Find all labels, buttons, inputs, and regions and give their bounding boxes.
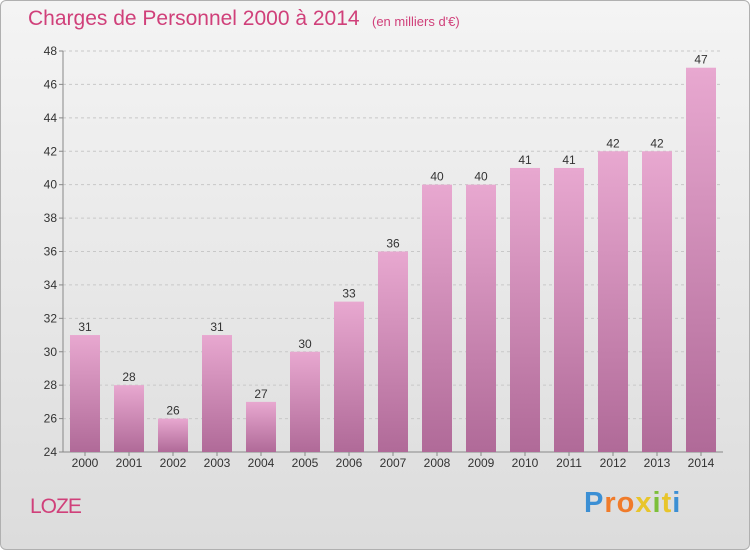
x-tick-label: 2013 bbox=[644, 456, 671, 470]
y-tick-label: 48 bbox=[44, 44, 58, 58]
bar bbox=[466, 184, 496, 452]
bar bbox=[70, 335, 100, 452]
bar bbox=[290, 351, 320, 452]
y-tick-label: 36 bbox=[44, 245, 58, 259]
chart-subtitle: (en milliers d'€) bbox=[372, 14, 460, 29]
bar bbox=[642, 151, 672, 452]
data-label: 40 bbox=[474, 170, 488, 184]
x-tick-label: 2004 bbox=[248, 456, 275, 470]
x-tick-label: 2003 bbox=[204, 456, 231, 470]
place-name: LOZE bbox=[30, 495, 82, 518]
bar bbox=[378, 251, 408, 452]
x-tick-label: 2009 bbox=[468, 456, 495, 470]
x-tick-label: 2008 bbox=[424, 456, 451, 470]
data-label: 31 bbox=[78, 320, 92, 334]
x-tick-label: 2007 bbox=[380, 456, 407, 470]
data-label: 42 bbox=[650, 136, 664, 150]
data-label: 41 bbox=[562, 153, 576, 167]
data-label: 33 bbox=[342, 287, 356, 301]
x-tick-label: 2000 bbox=[72, 456, 99, 470]
x-tick-label: 2005 bbox=[292, 456, 319, 470]
y-tick-label: 26 bbox=[44, 412, 58, 426]
y-tick-label: 30 bbox=[44, 345, 58, 359]
proxiti-logo: Proxiti bbox=[584, 487, 682, 519]
y-tick-label: 46 bbox=[44, 77, 58, 91]
data-label: 31 bbox=[210, 320, 224, 334]
y-tick-label: 38 bbox=[44, 211, 58, 225]
bar bbox=[334, 301, 364, 452]
y-tick-label: 42 bbox=[44, 144, 58, 158]
y-tick-label: 34 bbox=[44, 278, 58, 292]
bar bbox=[686, 67, 716, 452]
axes: 24 26 28 30 32 34 36 38 40 42 44 46 48 2000 2001 2002 20… bbox=[44, 44, 723, 470]
x-tick-label: 2002 bbox=[160, 456, 187, 470]
bar bbox=[554, 167, 584, 453]
y-tick-label: 24 bbox=[44, 445, 58, 459]
data-label: 28 bbox=[122, 370, 136, 384]
x-tick-label: 2014 bbox=[688, 456, 715, 470]
y-tick-label: 32 bbox=[44, 311, 58, 325]
data-label: 36 bbox=[386, 237, 400, 251]
bar bbox=[158, 418, 188, 452]
bar bbox=[202, 335, 232, 452]
x-tick-label: 2006 bbox=[336, 456, 363, 470]
y-tick-label: 40 bbox=[44, 178, 58, 192]
data-label: 26 bbox=[166, 404, 180, 418]
bar bbox=[422, 184, 452, 452]
y-tick-label: 28 bbox=[44, 378, 58, 392]
bar bbox=[114, 385, 144, 452]
data-label: 42 bbox=[606, 136, 620, 150]
data-label: 30 bbox=[298, 337, 312, 351]
x-tick-label: 2010 bbox=[512, 456, 539, 470]
bar bbox=[246, 401, 276, 452]
bars bbox=[70, 67, 716, 453]
chart-title: Charges de Personnel 2000 à 2014 bbox=[28, 7, 360, 30]
data-label: 40 bbox=[430, 170, 444, 184]
x-tick-label: 2001 bbox=[116, 456, 143, 470]
bar bbox=[510, 167, 540, 453]
x-tick-label: 2011 bbox=[556, 456, 582, 470]
x-tick-label: 2012 bbox=[600, 456, 627, 470]
data-label: 47 bbox=[694, 53, 708, 67]
data-labels: 31 28 26 31 27 30 33 36 40 40 41 41 42 42 47 bbox=[78, 53, 708, 418]
y-tick-label: 44 bbox=[44, 111, 58, 125]
data-label: 27 bbox=[254, 387, 268, 401]
data-label: 41 bbox=[518, 153, 532, 167]
bar bbox=[598, 151, 628, 452]
